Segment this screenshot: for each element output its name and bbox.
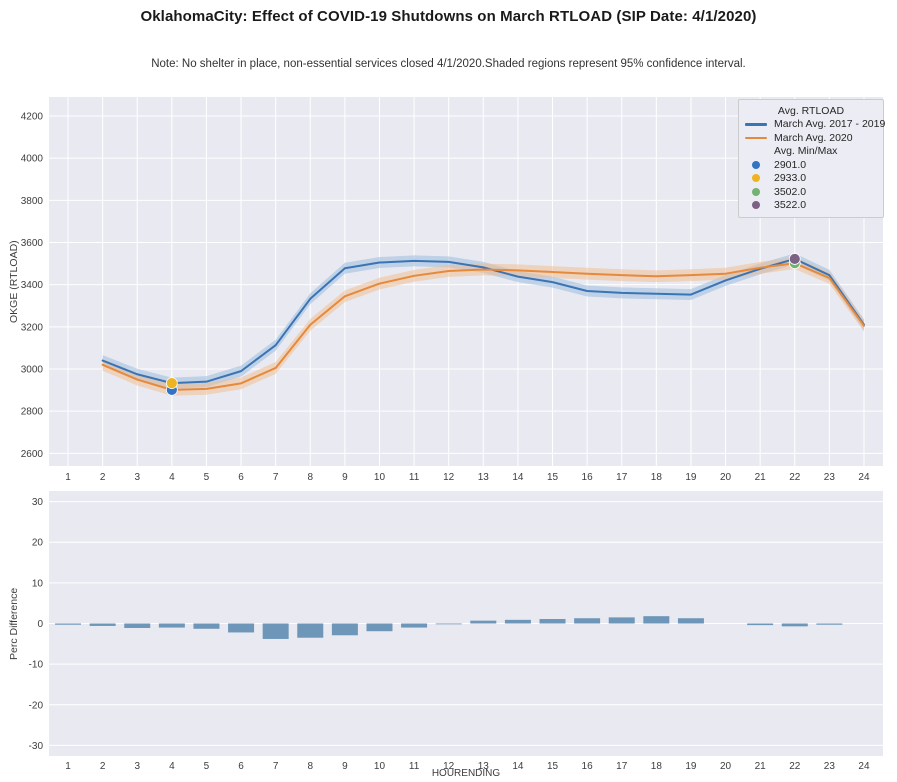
bottom-y-tick-label: 30 xyxy=(32,497,44,508)
minmax-marker-2933.0 xyxy=(166,378,177,389)
dot-swatch-icon xyxy=(745,161,767,169)
legend-entry-marker-2933.0: 2933.0 xyxy=(745,172,877,186)
perc-diff-bar-h8 xyxy=(297,624,323,638)
top-y-axis-label: OKGE (RTLOAD) xyxy=(8,97,20,466)
legend-title-label: Avg. RTLOAD xyxy=(778,105,844,117)
top-y-tick-label: 3200 xyxy=(21,322,44,333)
dot-swatch-icon xyxy=(745,188,767,196)
top-x-tick-label: 17 xyxy=(616,472,628,483)
bottom-y-tick-label: -20 xyxy=(29,700,44,711)
perc-diff-bar-h23 xyxy=(816,624,842,625)
top-y-tick-label: 3400 xyxy=(21,280,44,291)
legend-entry-series-0: March Avg. 2017 - 2019 xyxy=(745,118,877,132)
top-y-tick-label: 3800 xyxy=(21,196,44,207)
top-x-tick-label: 3 xyxy=(134,472,140,483)
top-y-tick-label: 4000 xyxy=(21,154,44,165)
perc-diff-bar-h1 xyxy=(55,624,81,625)
top-y-tick-label: 3600 xyxy=(21,238,44,249)
line-swatch-icon xyxy=(745,123,767,126)
legend-entry-marker-2901.0: 2901.0 xyxy=(745,158,877,172)
perc-diff-bar-h5 xyxy=(193,624,219,629)
top-x-tick-label: 7 xyxy=(273,472,279,483)
bottom-y-tick-label: -30 xyxy=(29,741,44,752)
legend-title: Avg. RTLOAD xyxy=(745,104,877,118)
top-x-tick-label: 13 xyxy=(478,472,490,483)
top-x-tick-label: 11 xyxy=(409,472,420,483)
top-x-tick-label: 2 xyxy=(100,472,106,483)
bottom-x-axis-label: HOURENDING xyxy=(49,768,883,779)
perc-diff-bar-h10 xyxy=(366,624,392,632)
legend-entry-marker-3522.0-label: 3522.0 xyxy=(774,199,806,211)
legend: Avg. RTLOADMarch Avg. 2017 - 2019March A… xyxy=(738,99,884,218)
top-x-tick-label: 23 xyxy=(824,472,836,483)
figure: OklahomaCity: Effect of COVID-19 Shutdow… xyxy=(0,0,897,782)
bottom-y-tick-label: 20 xyxy=(32,538,44,549)
minmax-marker-3522.0 xyxy=(789,253,800,264)
perc-diff-bar-h12 xyxy=(436,624,462,625)
top-x-tick-label: 10 xyxy=(374,472,386,483)
bottom-y-tick-label: 10 xyxy=(32,578,44,589)
top-x-tick-label: 9 xyxy=(342,472,348,483)
perc-diff-bar-h16 xyxy=(574,618,600,623)
perc-diff-bar-h19 xyxy=(678,618,704,623)
perc-diff-bar-h18 xyxy=(643,616,669,623)
perc-diff-bar-h17 xyxy=(609,617,635,623)
perc-diff-bar-h22 xyxy=(782,624,808,627)
perc-diff-bar-h13 xyxy=(470,621,496,624)
perc-diff-bar-h2 xyxy=(90,624,116,626)
legend-entry-marker-3522.0: 3522.0 xyxy=(745,199,877,213)
perc-diff-bar-h3 xyxy=(124,624,150,628)
perc-diff-bar-h15 xyxy=(540,619,566,623)
top-x-tick-label: 8 xyxy=(307,472,313,483)
bottom-y-tick-label: -10 xyxy=(29,660,44,671)
legend-entry-series-1-label: March Avg. 2020 xyxy=(774,132,853,144)
top-x-tick-label: 22 xyxy=(789,472,801,483)
bottom-y-tick-label: 0 xyxy=(37,619,43,630)
dot-swatch-icon xyxy=(745,201,767,209)
top-x-tick-label: 24 xyxy=(858,472,870,483)
top-y-tick-label: 2600 xyxy=(21,449,44,460)
top-x-tick-label: 20 xyxy=(720,472,732,483)
line-swatch-icon xyxy=(745,137,767,140)
top-x-tick-label: 12 xyxy=(443,472,455,483)
legend-entry-series-1: March Avg. 2020 xyxy=(745,131,877,145)
perc-diff-bar-h6 xyxy=(228,624,254,633)
legend-minmax-header-label: Avg. Min/Max xyxy=(774,145,837,157)
top-x-tick-label: 16 xyxy=(582,472,594,483)
perc-diff-bar-h21 xyxy=(747,624,773,626)
legend-minmax-header: Avg. Min/Max xyxy=(745,145,877,159)
top-x-tick-label: 14 xyxy=(512,472,524,483)
legend-entry-series-0-label: March Avg. 2017 - 2019 xyxy=(774,118,885,130)
top-y-tick-label: 2800 xyxy=(21,407,44,418)
bottom-y-axis-label: Perc Difference xyxy=(8,491,20,756)
top-x-tick-label: 19 xyxy=(685,472,697,483)
legend-entry-marker-2901.0-label: 2901.0 xyxy=(774,159,806,171)
top-x-tick-label: 5 xyxy=(204,472,210,483)
top-x-tick-label: 6 xyxy=(238,472,244,483)
legend-entry-marker-3502.0-label: 3502.0 xyxy=(774,186,806,198)
top-x-tick-label: 4 xyxy=(169,472,175,483)
dot-swatch-icon xyxy=(745,174,767,182)
legend-entry-marker-2933.0-label: 2933.0 xyxy=(774,172,806,184)
top-y-tick-label: 4200 xyxy=(21,111,44,122)
top-x-tick-label: 15 xyxy=(547,472,559,483)
top-x-tick-label: 1 xyxy=(65,472,71,483)
legend-entry-marker-3502.0: 3502.0 xyxy=(745,185,877,199)
perc-diff-bar-h11 xyxy=(401,624,427,628)
top-y-tick-label: 3000 xyxy=(21,365,44,376)
perc-diff-bar-h9 xyxy=(332,624,358,636)
perc-diff-bar-h7 xyxy=(263,624,289,639)
top-x-tick-label: 21 xyxy=(755,472,767,483)
perc-diff-bar-h4 xyxy=(159,624,185,628)
perc-diff-bar-h14 xyxy=(505,620,531,624)
top-x-tick-label: 18 xyxy=(651,472,663,483)
